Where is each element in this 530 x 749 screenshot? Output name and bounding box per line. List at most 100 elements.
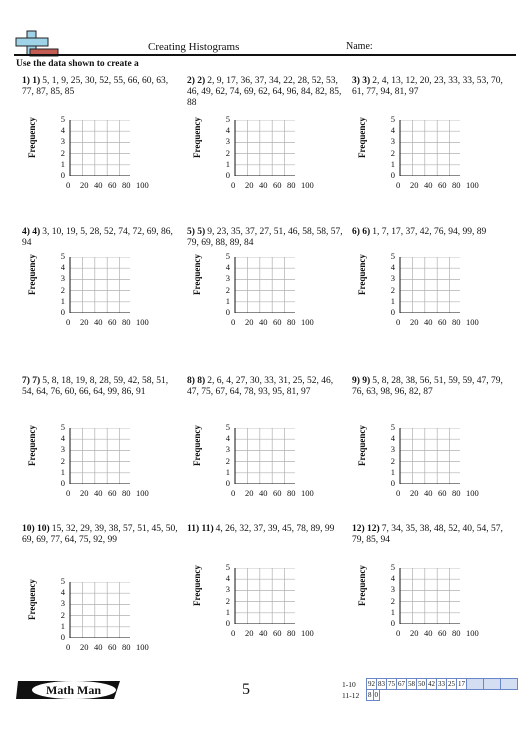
- x-tick-label: 20: [80, 488, 89, 498]
- name-label: Name:: [346, 41, 373, 52]
- problem-6: 6) 6) 1, 7, 17, 37, 42, 76, 94, 99, 89: [352, 227, 512, 238]
- y-tick-label: 0: [390, 478, 395, 488]
- histogram-grid: Frequency 0 1 2 3 4 5 0 20 40 60 80 100: [27, 422, 150, 512]
- y-axis-label: Frequency: [357, 117, 367, 158]
- problem-number: 4) 4): [22, 227, 41, 237]
- x-tick-label: 80: [287, 628, 296, 638]
- y-tick-label: 0: [390, 618, 395, 628]
- problem-number: 7) 7): [22, 376, 41, 386]
- grid-lines: [399, 257, 460, 313]
- x-tick-label: 100: [301, 628, 314, 638]
- x-tick-label: 0: [231, 628, 236, 638]
- y-axis-label: Frequency: [192, 425, 202, 466]
- problem-number: 1) 1): [22, 76, 41, 86]
- problem-data: 15, 32, 29, 39, 38, 57, 51, 45, 50, 69, …: [22, 524, 178, 545]
- y-tick-label: 5: [390, 251, 395, 261]
- x-tick-label: 20: [245, 628, 254, 638]
- histogram-grid: Frequency 0 1 2 3 4 5 0 20 40 60 80 100: [357, 251, 480, 341]
- histogram-grid: Frequency 0 1 2 3 4 5 0 20 40 60 80 100: [27, 251, 150, 341]
- x-tick-label: 20: [410, 628, 419, 638]
- y-axis-label: Frequency: [357, 565, 367, 606]
- y-tick-label: 4: [390, 125, 395, 136]
- axis-lines: [399, 568, 460, 624]
- axis-lines: [399, 120, 460, 176]
- x-tick-label: 20: [80, 317, 89, 327]
- problem-data: 7, 34, 35, 38, 48, 52, 40, 54, 57, 79, 8…: [352, 524, 503, 545]
- axis-lines: [69, 428, 130, 484]
- x-tick-label: 40: [424, 317, 433, 327]
- grid-lines: [69, 428, 130, 484]
- y-axis-label: Frequency: [27, 254, 37, 295]
- x-tick-label: 20: [245, 317, 254, 327]
- problem-data: 3, 10, 19, 5, 28, 52, 74, 72, 69, 86, 94: [22, 227, 173, 248]
- problem-data: 2, 4, 13, 12, 20, 23, 33, 33, 53, 70, 61…: [352, 76, 503, 97]
- y-tick-label: 0: [60, 632, 65, 642]
- key-cell-empty: [466, 678, 483, 690]
- y-tick-label: 2: [60, 609, 65, 620]
- x-tick-label: 60: [108, 180, 117, 190]
- problem-data: 5, 1, 9, 25, 30, 52, 55, 66, 60, 63, 77,…: [22, 76, 169, 97]
- grid-lines: [69, 120, 130, 176]
- problem-data: 9, 23, 35, 37, 27, 51, 46, 58, 58, 57, 7…: [187, 227, 343, 248]
- x-tick-label: 40: [259, 317, 268, 327]
- y-tick-label: 3: [60, 444, 65, 455]
- y-tick-label: 5: [225, 422, 230, 432]
- y-tick-label: 4: [60, 125, 65, 136]
- key-cell: 50: [416, 678, 426, 690]
- y-tick-label: 1: [390, 606, 395, 617]
- y-tick-label: 5: [390, 562, 395, 572]
- histogram-grid: Frequency 0 1 2 3 4 5 0 20 40 60 80 100: [192, 562, 315, 652]
- x-tick-label: 60: [273, 628, 282, 638]
- axis-lines: [69, 582, 130, 638]
- problem-number: 11) 11): [187, 524, 214, 534]
- key-cell: 75: [386, 678, 396, 690]
- y-tick-label: 5: [60, 251, 65, 261]
- y-tick-label: 2: [390, 284, 395, 295]
- x-tick-label: 80: [452, 317, 461, 327]
- key-row-cells: 92 83 75 67 58 50 42 33 25 17: [366, 678, 518, 690]
- y-tick-label: 5: [225, 562, 230, 572]
- y-tick-label: 4: [225, 433, 230, 444]
- y-tick-label: 0: [60, 307, 65, 317]
- y-tick-label: 1: [390, 466, 395, 477]
- x-tick-label: 0: [396, 317, 401, 327]
- y-tick-label: 3: [60, 136, 65, 147]
- x-tick-label: 40: [94, 180, 103, 190]
- x-tick-label: 0: [231, 317, 236, 327]
- problem-data: 5, 8, 18, 19, 8, 28, 59, 42, 58, 51, 54,…: [22, 376, 169, 397]
- y-tick-label: 0: [225, 478, 230, 488]
- x-tick-label: 20: [245, 488, 254, 498]
- key-cell: 42: [426, 678, 436, 690]
- key-cell: 8: [366, 689, 373, 701]
- key-cell-empty: [483, 678, 500, 690]
- grid-lines: [399, 120, 460, 176]
- y-tick-label: 1: [225, 466, 230, 477]
- y-tick-label: 4: [225, 573, 230, 584]
- problem-data: 4, 26, 32, 37, 39, 45, 78, 89, 99: [215, 524, 335, 534]
- grid-lines: [399, 568, 460, 624]
- x-tick-label: 100: [136, 642, 149, 652]
- problem-4: 4) 4) 3, 10, 19, 5, 28, 52, 74, 72, 69, 8…: [22, 227, 182, 249]
- x-tick-label: 80: [287, 488, 296, 498]
- y-tick-label: 2: [390, 595, 395, 606]
- y-tick-label: 1: [225, 295, 230, 306]
- key-row-label: 11-12: [342, 690, 360, 700]
- x-tick-label: 40: [259, 628, 268, 638]
- x-tick-label: 0: [66, 488, 71, 498]
- y-tick-label: 5: [225, 251, 230, 261]
- y-tick-label: 5: [225, 114, 230, 124]
- key-cell: 25: [446, 678, 456, 690]
- axis-lines: [69, 120, 130, 176]
- y-tick-label: 1: [390, 158, 395, 169]
- axis-lines: [234, 428, 295, 484]
- x-tick-label: 20: [410, 488, 419, 498]
- y-tick-label: 4: [60, 433, 65, 444]
- x-tick-label: 100: [466, 317, 479, 327]
- x-tick-label: 80: [452, 628, 461, 638]
- x-tick-label: 60: [438, 488, 447, 498]
- y-axis-label: Frequency: [357, 254, 367, 295]
- axis-lines: [234, 568, 295, 624]
- y-tick-label: 1: [390, 295, 395, 306]
- math-man-logo: Math Man: [16, 681, 120, 699]
- x-tick-label: 80: [122, 317, 131, 327]
